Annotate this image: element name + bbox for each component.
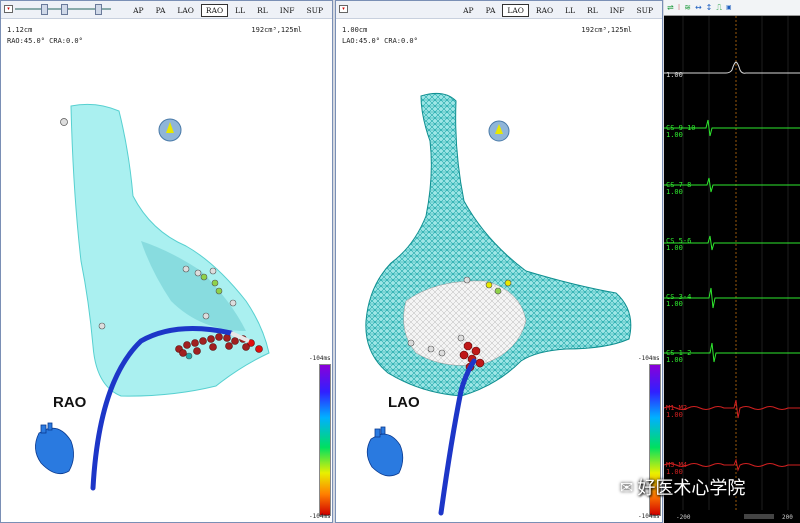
channel-name: M3-M4 [666, 461, 688, 469]
ablation-lesions [175, 333, 263, 357]
width-icon[interactable]: ↔ [694, 3, 702, 12]
orientation-label: LAO [388, 394, 420, 411]
right-toolbar: ▾ AP PA LAO RAO LL RL INF SUP [336, 1, 662, 19]
activation-colorbar [649, 364, 661, 516]
ecg-channel-label: CS 5-6 1.00 [666, 238, 691, 252]
left-toolbar: ▾ AP PA LAO RAO LL RL INF SUP [1, 1, 332, 19]
view-sup-button[interactable]: SUP [306, 6, 323, 15]
ablation-catheter [90, 326, 234, 491]
view-buttons: AP PA LAO RAO LL RL INF SUP [128, 4, 328, 17]
ecg-channel-label: M1-M2 1.00 [666, 405, 687, 419]
view-ll-button[interactable]: LL [565, 6, 576, 15]
volume-label: 192cm³,125ml [251, 26, 302, 34]
activation-colorbar [319, 364, 331, 516]
scale-label: 1.12cm [7, 26, 33, 34]
wechat-icon: ✉ [620, 477, 634, 497]
channel-name: CS 1-2 [666, 349, 692, 357]
view-angles: RAO:45.0° CRA:0.0° [7, 37, 83, 45]
pulse-icon[interactable]: ⎍ [716, 3, 722, 12]
atrium-surface [70, 103, 270, 397]
rao-view-pane[interactable]: ▾ AP PA LAO RAO LL RL INF SUP 1.12cm RAO… [0, 0, 333, 523]
view-ll-button[interactable]: LL [235, 6, 246, 15]
menu-dropdown-icon[interactable]: ▾ [339, 5, 348, 13]
ecg-channel-label: CS 7-8 1.00 [666, 182, 691, 196]
colorbar-top-label: -104ms [638, 355, 660, 362]
ecg-toolbar: ⇌ ⁝ ≋ ↔ ↕ ⎍ ▣ [664, 0, 800, 16]
view-lao-button[interactable]: LAO [177, 6, 194, 15]
colorbar-top-label: -104ms [309, 355, 331, 362]
view-ap-button[interactable]: AP [463, 6, 474, 15]
tag-points [407, 276, 512, 357]
lao-view-pane[interactable]: ▾ AP PA LAO RAO LL RL INF SUP 1.00cm LAO… [335, 0, 663, 523]
ablation-catheter [438, 358, 477, 516]
volume-label: 192cm³,125ml [581, 26, 632, 34]
view-pa-button[interactable]: PA [155, 6, 166, 15]
stack-icon[interactable]: ≋ [684, 3, 691, 12]
view-lao-button[interactable]: LAO [502, 4, 529, 17]
ref-icon[interactable]: ▣ [725, 4, 732, 11]
x-axis-left-label: -200 [676, 514, 691, 521]
channel-gain: 1.00 [666, 188, 683, 196]
ecg-channel-label: 1.00 [666, 72, 683, 79]
orientation-label: RAO [53, 394, 87, 411]
view-rao-button[interactable]: RAO [200, 4, 229, 17]
view-rao-button[interactable]: RAO [535, 6, 554, 15]
menu-dropdown-icon[interactable]: ▾ [4, 5, 13, 13]
ecg-channel-label: M3-M4 1.00 [666, 462, 687, 476]
marker-icon[interactable]: ⁝ [677, 3, 681, 12]
heart-orientation-icon [366, 426, 404, 477]
colorbar-bottom-label: -104ms [638, 513, 660, 520]
view-rl-button[interactable]: RL [587, 6, 598, 15]
heart-orientation-icon [35, 422, 74, 475]
lao-3d-map[interactable] [336, 1, 663, 523]
channel-gain: 1.00 [666, 131, 683, 139]
tag-points [98, 265, 237, 360]
view-rl-button[interactable]: RL [257, 6, 268, 15]
view-ap-button[interactable]: AP [133, 6, 144, 15]
ecg-traces [664, 16, 800, 519]
channel-gain: 1.00 [666, 244, 683, 252]
x-axis-right-label: 200 [782, 514, 793, 521]
view-buttons: AP PA LAO RAO LL RL INF SUP [458, 4, 658, 17]
channel-gain: 1.00 [666, 411, 683, 419]
filter-icon[interactable]: ⇌ [667, 3, 674, 12]
channel-name: CS 9-10 [666, 124, 696, 132]
view-inf-button[interactable]: INF [279, 6, 295, 15]
view-sup-button[interactable]: SUP [636, 6, 653, 15]
rao-3d-map[interactable] [1, 1, 333, 523]
channel-gain: 1.00 [666, 71, 683, 79]
ecg-channel-label: CS 9-10 1.00 [666, 125, 696, 139]
view-pa-button[interactable]: PA [485, 6, 496, 15]
scale-label: 1.00cm [342, 26, 368, 34]
clip-slider-thumb[interactable] [61, 4, 68, 15]
range-slider-thumb[interactable] [95, 4, 102, 15]
channel-name: M1-M2 [666, 404, 688, 412]
ecg-channel-label: CS 1-2 1.00 [666, 350, 691, 364]
ecg-channel-label: CS 3-4 1.00 [666, 294, 691, 308]
channel-gain: 1.00 [666, 468, 683, 476]
appendage-shadow [141, 241, 246, 331]
opacity-slider-thumb[interactable] [41, 4, 48, 15]
channel-gain: 1.00 [666, 300, 683, 308]
channel-name: CS 3-4 [666, 293, 692, 301]
view-inf-button[interactable]: INF [609, 6, 625, 15]
channel-name: CS 7-8 [666, 181, 692, 189]
channel-gain: 1.00 [666, 356, 683, 364]
colorbar-bottom-label: -104ms [309, 513, 331, 520]
view-angles: LAO:45.0° CRA:0.0° [342, 37, 418, 45]
ecg-panel[interactable]: ⇌ ⁝ ≋ ↔ ↕ ⎍ ▣ 1.00 CS 9-10 1.00 CS 7-8 1.00 C… [664, 0, 800, 523]
height-icon[interactable]: ↕ [705, 3, 713, 12]
watermark-text: 好医术心学院 [637, 478, 746, 499]
watermark: ✉ 好医术心学院 [620, 474, 745, 500]
channel-name: CS 5-6 [666, 237, 692, 245]
